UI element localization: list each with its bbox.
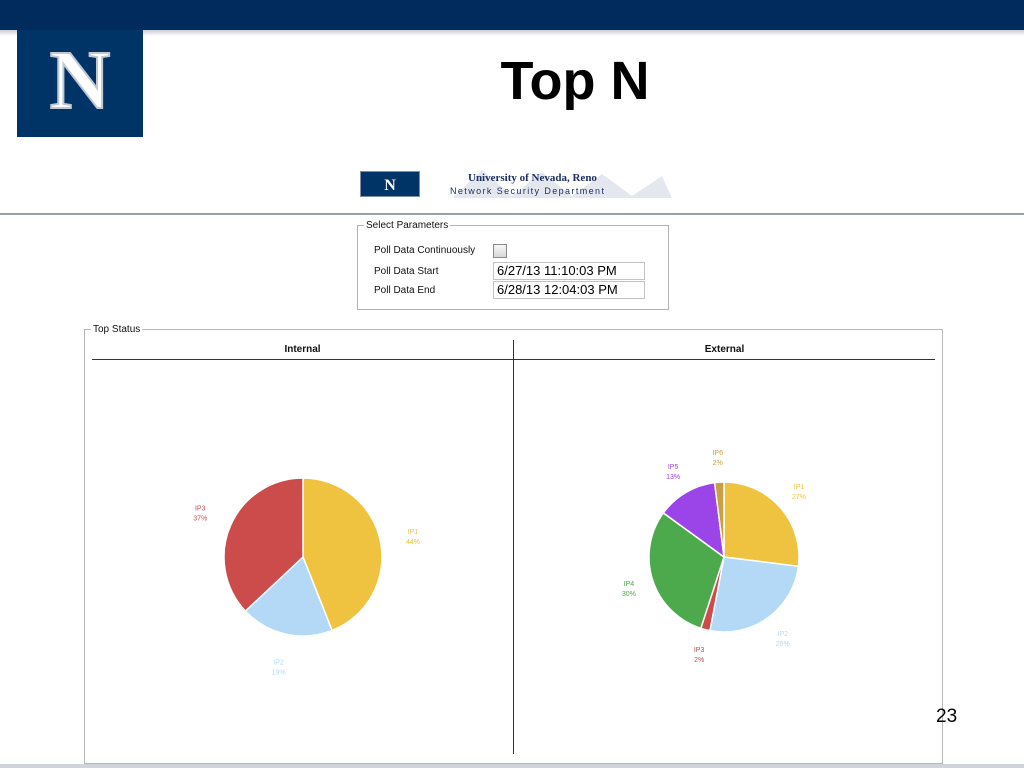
header-divider <box>0 213 1024 215</box>
external-slice-pct-ip4: 30% <box>622 591 636 598</box>
external-header-rule <box>514 359 935 360</box>
internal-column-header: Internal <box>284 344 321 355</box>
footer-rule <box>0 764 1024 768</box>
internal-pie-chart: IP1 44% IP2 19% IP3 37% <box>193 477 420 676</box>
badge-letters: N <box>384 177 396 194</box>
university-logo: N <box>17 30 143 137</box>
internal-slice-pct-ip1: 44% <box>406 539 420 546</box>
select-parameters-panel: Select Parameters Poll Data Continuously… <box>357 220 669 310</box>
slide-top-bar-shadow <box>0 30 1024 36</box>
external-slice-pct-ip3: 2% <box>694 657 704 664</box>
page-number: 23 <box>936 706 958 727</box>
external-pie-slice-ip4 <box>648 511 725 630</box>
internal-pie-slice-ip1 <box>302 477 383 632</box>
unr-badge: N <box>360 171 420 197</box>
poll-start-label: Poll Data Start <box>374 266 439 277</box>
slide-title: Top N <box>500 51 650 111</box>
external-pie-slice-ip5 <box>662 481 725 559</box>
internal-header-rule <box>92 359 513 360</box>
logo-letter: N <box>50 34 111 127</box>
block-n-logo-icon: N <box>49 33 112 128</box>
external-slice-pct-ip2: 26% <box>776 641 790 648</box>
external-slice-label-ip6: IP6 <box>712 450 723 457</box>
poll-start-input[interactable]: 6/27/13 11:10:03 PM <box>493 262 645 280</box>
external-slice-label-ip5: IP5 <box>668 464 679 471</box>
external-pie-chart: IP1 27% IP2 26% IP3 2% IP4 30% IP5 13% IP6 2% <box>622 450 806 664</box>
external-slice-pct-ip5: 13% <box>666 474 680 481</box>
select-parameters-legend: Select Parameters <box>366 220 449 231</box>
top-status-legend: Top Status <box>93 324 141 335</box>
university-name: University of Nevada, Reno <box>468 172 597 184</box>
external-pie-slice-ip1 <box>723 481 800 568</box>
external-pie-slice-ip2 <box>709 556 800 633</box>
top-status-panel: Top Status <box>84 324 943 764</box>
poll-continuously-label: Poll Data Continuously <box>374 245 476 256</box>
internal-slice-label-ip3: IP3 <box>195 506 206 513</box>
poll-end-input[interactable]: 6/28/13 12:04:03 PM <box>493 281 645 299</box>
poll-continuously-checkbox[interactable] <box>493 244 507 258</box>
slide-top-bar <box>0 0 1024 30</box>
external-column-header: External <box>704 344 745 355</box>
external-slice-label-ip3: IP3 <box>694 647 705 654</box>
department-name: Network Security Department <box>450 186 606 196</box>
poll-end-label: Poll Data End <box>374 285 436 296</box>
app-header: N University of Nevada, Reno Network Sec… <box>360 168 680 200</box>
external-slice-label-ip2: IP2 <box>778 631 789 638</box>
external-slice-pct-ip1: 27% <box>792 494 806 501</box>
unr-badge-icon: N <box>384 177 396 194</box>
external-slice-label-ip4: IP4 <box>624 581 635 588</box>
internal-pie-slice-ip2 <box>244 555 334 637</box>
external-slice-label-ip1: IP1 <box>794 484 805 491</box>
internal-pie-slice-ip3 <box>223 477 304 613</box>
external-slice-pct-ip6: 2% <box>713 460 723 467</box>
internal-slice-label-ip2: IP2 <box>273 659 284 666</box>
internal-slice-label-ip1: IP1 <box>408 529 419 536</box>
column-divider <box>513 340 514 754</box>
internal-slice-pct-ip3: 37% <box>193 516 207 523</box>
internal-slice-pct-ip2: 19% <box>272 669 286 676</box>
external-pie-slice-ip6 <box>713 481 725 558</box>
nevada-watermark-icon <box>452 170 672 198</box>
